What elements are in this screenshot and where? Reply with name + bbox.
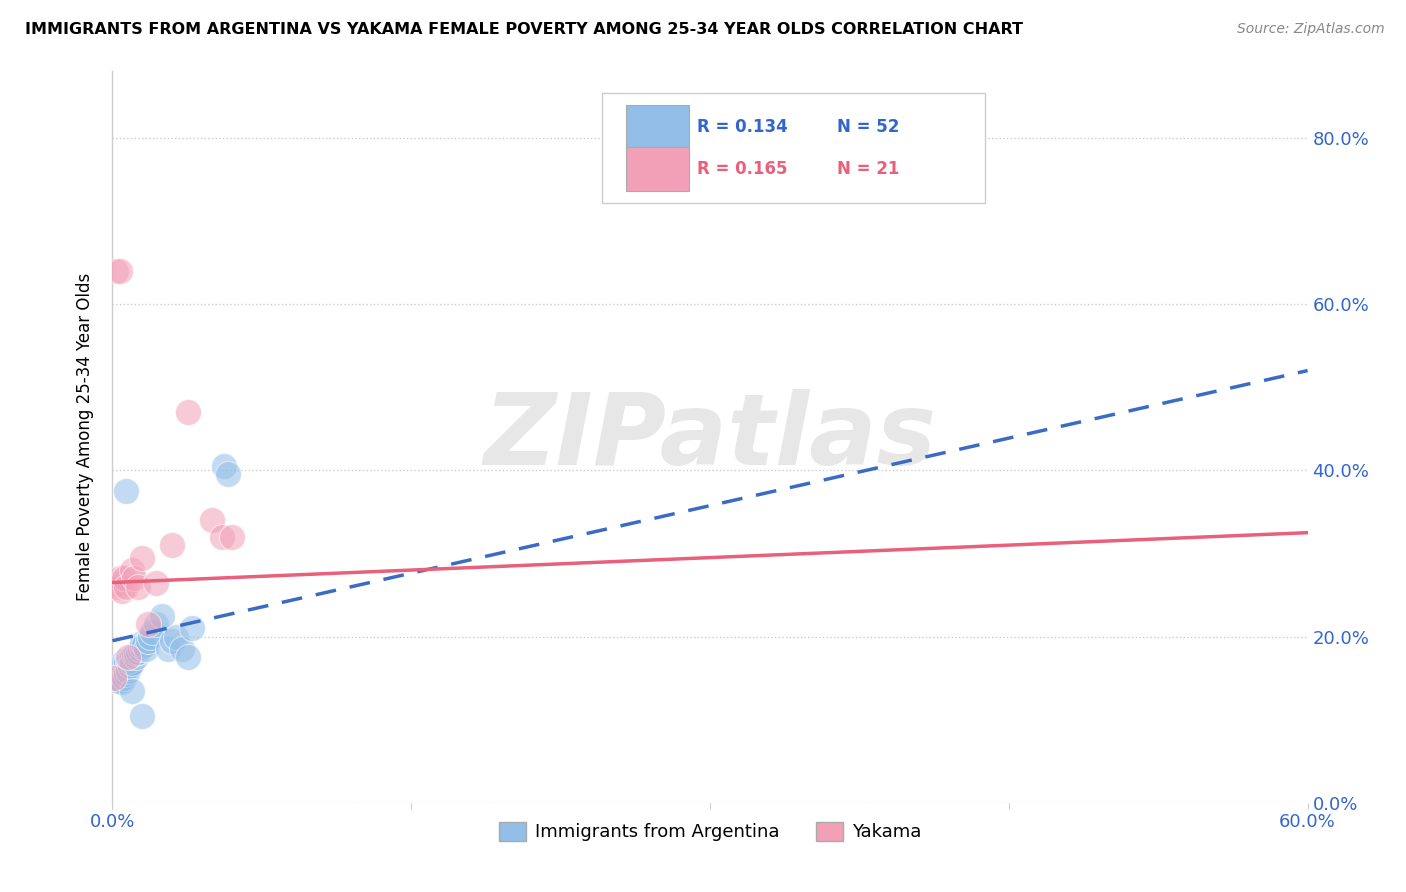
Text: R = 0.134: R = 0.134 [697,119,787,136]
Point [121,683,143,698]
Point [138,633,160,648]
Point [115,667,138,681]
Point [121,563,143,577]
Point [201,513,224,527]
Point [110,673,132,687]
Point [129,642,152,657]
Point [124,648,146,662]
Point [162,538,183,552]
Point [103,671,125,685]
FancyBboxPatch shape [627,147,689,191]
Legend: Immigrants from Argentina, Yakama: Immigrants from Argentina, Yakama [492,814,928,848]
FancyBboxPatch shape [627,105,689,149]
Point [110,571,132,585]
Point [107,673,129,688]
Point [181,621,204,635]
Point [114,655,135,669]
Point [134,638,156,652]
Text: N = 52: N = 52 [837,119,898,136]
Point [165,630,187,644]
Point [110,667,132,681]
Point [115,484,138,499]
Text: ZIPatlas: ZIPatlas [484,389,936,485]
Point [107,671,129,685]
Point [105,264,128,278]
Point [105,671,128,685]
Point [141,625,163,640]
Point [115,580,138,594]
Point [211,530,233,544]
Point [177,405,200,419]
Point [131,640,153,654]
Point [114,658,135,673]
Point [111,583,134,598]
Point [145,575,167,590]
Text: Source: ZipAtlas.com: Source: ZipAtlas.com [1237,22,1385,37]
Point [111,675,134,690]
Point [138,617,160,632]
Point [105,673,128,687]
Point [110,663,132,677]
Point [114,571,135,585]
Point [139,630,162,644]
Point [105,575,128,590]
Point [103,667,125,681]
Text: R = 0.165: R = 0.165 [697,160,787,178]
Point [177,650,200,665]
Point [114,671,135,685]
Point [121,656,143,670]
Point [107,668,129,682]
Point [124,571,146,585]
Point [120,653,142,667]
Point [117,650,139,665]
Point [117,661,139,675]
Point [105,669,128,683]
Point [150,608,173,623]
Point [131,708,153,723]
Point [127,644,149,658]
Point [107,665,129,679]
Text: IMMIGRANTS FROM ARGENTINA VS YAKAMA FEMALE POVERTY AMONG 25-34 YEAR OLDS CORRELA: IMMIGRANTS FROM ARGENTINA VS YAKAMA FEMA… [25,22,1024,37]
Point [115,663,138,677]
Point [217,467,239,482]
Point [131,636,153,650]
Point [121,650,143,665]
Point [172,642,194,657]
Point [135,642,157,657]
Point [115,656,138,670]
Point [162,633,183,648]
Point [107,580,129,594]
Point [111,661,134,675]
Point [131,550,153,565]
FancyBboxPatch shape [603,94,986,203]
Y-axis label: Female Poverty Among 25-34 Year Olds: Female Poverty Among 25-34 Year Olds [76,273,94,601]
Point [157,642,180,657]
Point [125,650,148,665]
Point [212,459,235,474]
Point [111,667,134,681]
Point [221,530,243,544]
Point [145,617,167,632]
Point [127,580,149,594]
Point [117,665,139,679]
Point [120,658,142,673]
Text: N = 21: N = 21 [837,160,898,178]
Point [110,264,132,278]
Point [125,646,148,660]
Point [117,655,139,669]
